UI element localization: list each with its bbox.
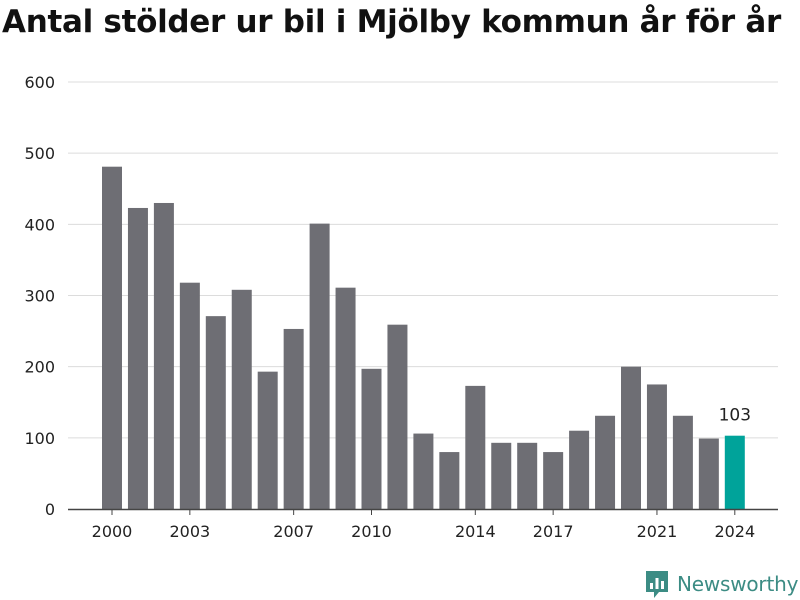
x-tick-label: 2003 (169, 522, 210, 541)
bar-2018 (569, 430, 590, 509)
y-tick-label: 600 (24, 73, 55, 92)
y-tick-label: 100 (24, 429, 55, 448)
newsworthy-logo: Newsworthy (644, 568, 798, 600)
bar-2001 (127, 207, 148, 509)
x-tick-label: 2007 (273, 522, 314, 541)
bar-2011 (387, 324, 408, 509)
bar-2006 (257, 371, 278, 509)
bar-chart: 0 100 200 300 400 500 600 2000 2003 2007 2010 2014… (24, 73, 778, 541)
bar-2020 (621, 366, 641, 509)
y-tick-label: 400 (24, 215, 55, 234)
bar-2012 (413, 433, 434, 509)
x-tick-label: 2010 (351, 522, 392, 541)
bar-2024 (724, 435, 745, 509)
bar-2007 (283, 328, 304, 509)
x-tick-label: 2021 (637, 522, 678, 541)
data-label-2024: 103 (719, 406, 751, 426)
bar-2000 (102, 166, 122, 509)
x-tick-label: 2017 (533, 522, 574, 541)
bar-2023 (698, 438, 719, 509)
bar-2021 (646, 384, 667, 509)
bar-2013 (439, 452, 460, 509)
bar-2009 (335, 287, 356, 509)
bar-chart-logo-icon (646, 571, 668, 598)
x-tick-label: 2024 (714, 522, 755, 541)
bar-2014 (465, 385, 486, 509)
y-tick-label: 0 (45, 500, 55, 519)
chart-title: Antal stölder ur bil i Mjölby kommun år … (2, 4, 781, 40)
x-axis: 2000 2003 2007 2010 2014 2017 2021 2024 (68, 508, 778, 541)
y-tick-label: 300 (24, 287, 55, 306)
x-tick-label: 2000 (92, 522, 133, 541)
bar-2004 (205, 316, 226, 509)
bar-2017 (543, 452, 564, 509)
bars (102, 166, 745, 509)
y-axis-ticks: 0 100 200 300 400 500 600 (24, 73, 55, 519)
bar-2019 (595, 415, 616, 509)
bar-2003 (179, 282, 200, 509)
bar-2005 (231, 289, 252, 509)
bar-2015 (491, 442, 512, 509)
bar-2022 (672, 415, 693, 509)
data-labels: 103 (719, 406, 751, 426)
brand-name: Newsworthy (677, 572, 799, 596)
bar-2002 (153, 202, 174, 509)
x-tick-label: 2014 (455, 522, 496, 541)
bar-2008 (309, 223, 330, 509)
gridlines (68, 81, 778, 439)
bar-2010 (361, 368, 382, 509)
bar-2016 (517, 442, 538, 509)
y-tick-label: 200 (24, 358, 55, 377)
y-tick-label: 500 (24, 144, 55, 163)
